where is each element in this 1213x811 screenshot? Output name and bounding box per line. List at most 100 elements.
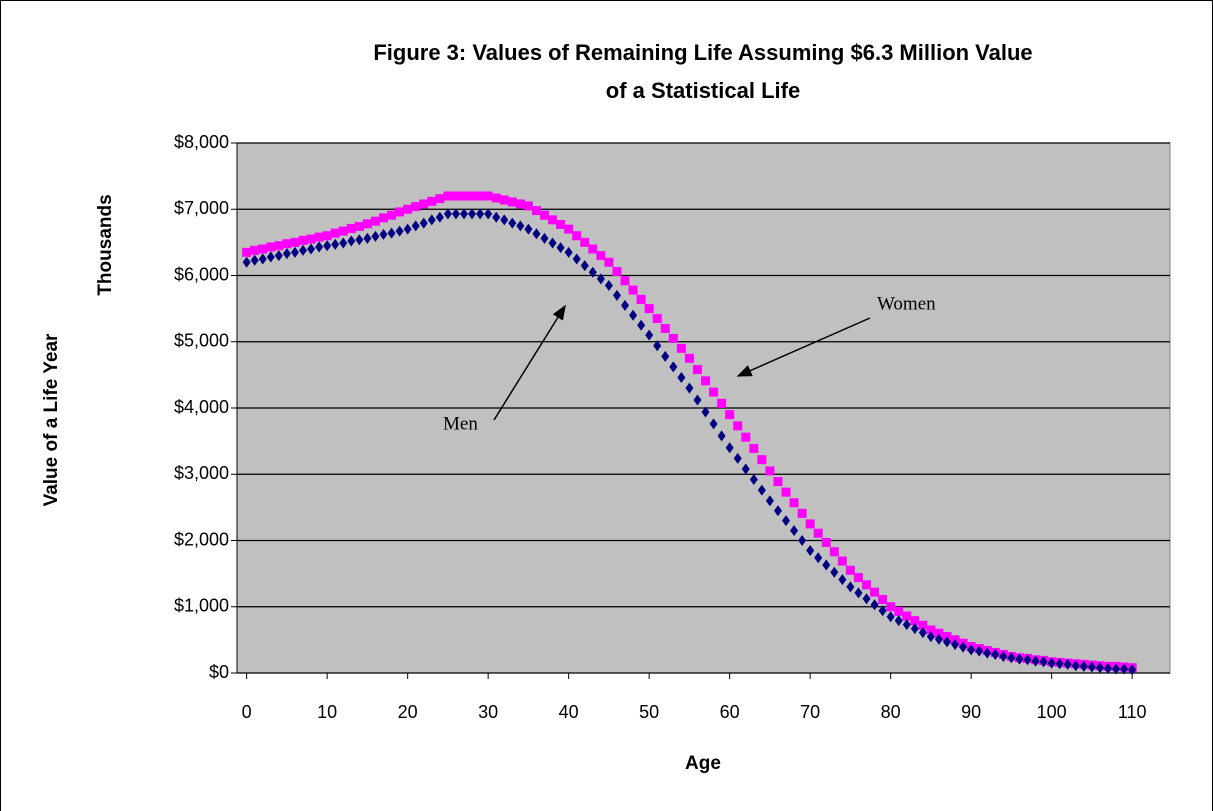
x-tick-label: 70 (800, 702, 820, 722)
point (830, 566, 839, 578)
point (250, 245, 260, 255)
point (451, 208, 460, 220)
point (419, 199, 429, 209)
point (362, 219, 372, 229)
point (476, 208, 485, 220)
point (459, 191, 469, 201)
point (741, 463, 750, 475)
point (693, 394, 702, 406)
point (749, 474, 758, 486)
point (395, 225, 404, 237)
point (943, 636, 952, 648)
point (580, 260, 589, 272)
point (1063, 658, 1072, 670)
y-tick-label: $1,000 (174, 596, 229, 616)
point (540, 232, 549, 244)
point (926, 625, 936, 635)
point (298, 235, 308, 245)
point (282, 239, 292, 249)
x-tick-label: 10 (317, 702, 337, 722)
point (773, 505, 782, 517)
point (314, 232, 324, 242)
point (838, 574, 847, 586)
point (500, 214, 509, 226)
chart-title: of a Statistical Life (606, 78, 800, 103)
point (307, 243, 316, 255)
point (725, 410, 735, 420)
point (1128, 664, 1137, 676)
point (339, 237, 348, 249)
point (556, 242, 565, 254)
point (572, 253, 581, 265)
point (886, 602, 896, 612)
point (644, 304, 654, 314)
point (484, 208, 493, 220)
point (636, 294, 646, 304)
point (604, 279, 613, 291)
point (717, 430, 726, 442)
point (902, 619, 911, 631)
point (515, 199, 525, 209)
y-tick-label: $4,000 (174, 397, 229, 417)
point (1071, 660, 1080, 672)
annotation: Men (443, 413, 478, 434)
point (959, 641, 968, 653)
point (637, 319, 646, 331)
point (346, 223, 356, 233)
point (668, 333, 678, 343)
point (629, 309, 638, 321)
point (1079, 660, 1088, 672)
point (588, 244, 598, 254)
point (492, 211, 501, 223)
point (621, 299, 630, 311)
point (443, 191, 453, 201)
point (789, 498, 799, 508)
point (797, 508, 807, 518)
point (370, 216, 380, 226)
point (427, 214, 436, 226)
point (604, 257, 614, 267)
point (918, 627, 927, 639)
point (676, 343, 686, 353)
point (652, 314, 662, 324)
point (806, 544, 815, 556)
point (918, 620, 928, 630)
point (660, 324, 670, 333)
point (951, 639, 960, 651)
point (1095, 662, 1104, 674)
point (814, 552, 823, 564)
point (258, 244, 268, 254)
point (862, 580, 872, 590)
point (596, 251, 606, 261)
point (516, 220, 525, 232)
y-tick-label: $7,000 (174, 198, 229, 218)
point (853, 573, 863, 583)
point (403, 223, 412, 235)
point (242, 256, 251, 268)
point (934, 628, 944, 638)
point (411, 220, 420, 232)
point (564, 224, 574, 234)
point (379, 228, 388, 240)
point (725, 442, 734, 454)
point (1039, 656, 1048, 668)
point (556, 219, 566, 229)
point (733, 452, 742, 464)
point (822, 559, 831, 571)
point (684, 353, 694, 363)
point (524, 223, 533, 235)
point (580, 237, 590, 247)
point (910, 616, 920, 626)
point (733, 421, 743, 431)
point (1007, 652, 1016, 664)
point (757, 455, 767, 465)
point (330, 228, 340, 238)
point (483, 191, 493, 201)
point (983, 647, 992, 659)
point (540, 210, 550, 220)
point (669, 361, 678, 373)
y-tick-label: $3,000 (174, 463, 229, 483)
point (460, 208, 469, 220)
point (387, 210, 397, 220)
point (250, 254, 259, 266)
